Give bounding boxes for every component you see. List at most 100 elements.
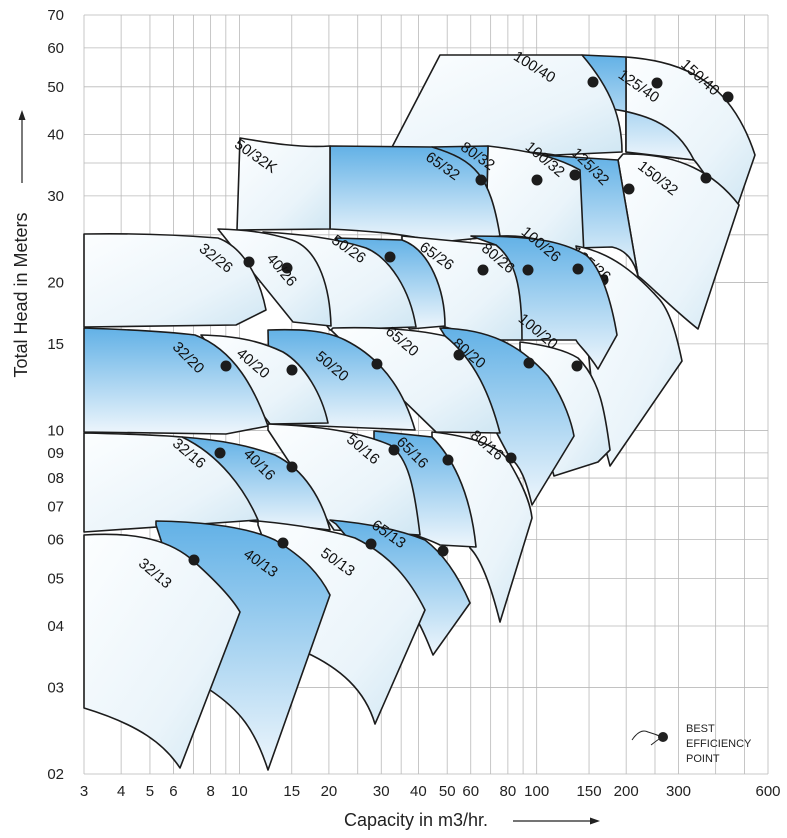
best-efficiency-point [569, 169, 581, 181]
y-tick-label: 09 [47, 445, 64, 462]
x-tick-label: 5 [146, 783, 154, 800]
y-tick-label: 04 [47, 618, 64, 635]
region-50-32k: 50/32K [231, 136, 331, 231]
region-65-20: 65/20 [330, 323, 501, 434]
region-shape [181, 436, 331, 531]
region-shape [236, 137, 331, 231]
region-40-26: 40/26 [217, 228, 332, 327]
x-tick-label: 30 [373, 783, 390, 800]
best-efficiency-point [651, 77, 663, 89]
legend-curve-icon [631, 730, 663, 746]
y-tick-label: 06 [47, 531, 64, 548]
best-efficiency-point [475, 174, 487, 186]
y-axis-title: Total Head in Meters [11, 212, 31, 377]
y-tick-label: 60 [47, 40, 64, 57]
y-tick-label: 03 [47, 679, 64, 696]
y-axis-arrow-head [18, 110, 26, 120]
x-tick-label: 3 [80, 783, 88, 800]
region-shape [83, 432, 259, 533]
best-efficiency-point [371, 358, 383, 370]
best-efficiency-point [365, 538, 377, 550]
y-tick-label: 15 [47, 336, 64, 353]
best-efficiency-point [722, 91, 734, 103]
best-efficiency-point [388, 444, 400, 456]
x-tick-label: 8 [206, 783, 214, 800]
best-efficiency-point [243, 256, 255, 268]
x-tick-label: 600 [755, 783, 780, 800]
region-shape [389, 54, 623, 156]
region-100-40: 100/40 [389, 48, 623, 156]
y-tick-label: 07 [47, 499, 64, 516]
region-150-32: 150/32 [617, 153, 740, 330]
x-tick-label: 80 [500, 783, 517, 800]
y-tick-label: 50 [47, 79, 64, 96]
best-efficiency-point [188, 554, 200, 566]
y-tick-label: 02 [47, 766, 64, 783]
legend: BEST EFFICIENCY POINT [631, 723, 752, 765]
performance-regions: 150/40125/40100/40150/32125/32100/3280/3… [83, 48, 756, 771]
x-tick-label: 10 [231, 783, 248, 800]
y-tick-label: 10 [47, 422, 64, 439]
region-32-26: 32/26 [83, 232, 267, 328]
best-efficiency-point [214, 447, 226, 459]
region-shape [401, 235, 523, 341]
region-32-20: 32/20 [83, 327, 269, 435]
best-efficiency-point [281, 262, 293, 274]
x-tick-label: 100 [524, 783, 549, 800]
region-shape [267, 423, 421, 536]
best-efficiency-point [220, 360, 232, 372]
x-tick-label: 4 [117, 783, 125, 800]
x-tick-label: 15 [283, 783, 300, 800]
y-tick-label: 05 [47, 570, 64, 587]
x-tick-label: 20 [321, 783, 338, 800]
region-shape [200, 334, 329, 425]
y-tick-label: 30 [47, 188, 64, 205]
y-axis-tick-labels: 02 03 04 05 06 07 08 09 10 15 20 30 40 50 60 70 [47, 7, 64, 783]
best-efficiency-point [522, 264, 534, 276]
y-tick-label: 20 [47, 274, 64, 291]
legend-line-2: EFFICIENCY [686, 738, 752, 750]
region-shape [625, 56, 756, 208]
x-tick-label: 50 [439, 783, 456, 800]
region-32-16: 32/16 [83, 432, 259, 533]
best-efficiency-point [571, 360, 583, 372]
x-tick-label: 300 [666, 783, 691, 800]
x-tick-label: 40 [410, 783, 427, 800]
best-efficiency-point [700, 172, 712, 184]
best-efficiency-point [437, 545, 449, 557]
best-efficiency-point [623, 183, 635, 195]
best-efficiency-point [286, 364, 298, 376]
x-tick-label: 60 [462, 783, 479, 800]
best-efficiency-point [384, 251, 396, 263]
best-efficiency-point [531, 174, 543, 186]
region-shape [617, 153, 740, 330]
x-axis-tick-labels: 3 4 5 6 8 10 15 20 30 40 50 60 80 100 150 200 300 600 [80, 783, 781, 800]
region-shape [83, 533, 241, 769]
legend-marker [658, 732, 668, 742]
region-shape [83, 232, 267, 328]
x-axis-title: Capacity in m3/hr. [344, 810, 488, 830]
best-efficiency-point [587, 76, 599, 88]
x-tick-label: 150 [577, 783, 602, 800]
region-65-32: 65/32 [329, 145, 501, 243]
best-efficiency-point [442, 454, 454, 466]
region-80-26: 80/26 [401, 235, 534, 341]
y-tick-label: 40 [47, 126, 64, 143]
region-32-13: 32/13 [83, 533, 241, 769]
region-50-16: 50/16 [267, 423, 421, 536]
x-axis-arrow-head [590, 817, 600, 825]
region-40-16: 40/16 [181, 436, 331, 531]
best-efficiency-point [477, 264, 489, 276]
best-efficiency-point [523, 357, 535, 369]
x-tick-label: 6 [169, 783, 177, 800]
x-tick-label: 200 [614, 783, 639, 800]
legend-line-1: BEST [686, 723, 715, 735]
region-shape [83, 327, 269, 435]
legend-line-3: POINT [686, 753, 720, 765]
y-tick-label: 08 [47, 470, 64, 487]
region-40-20: 40/20 [200, 334, 329, 425]
best-efficiency-point [505, 452, 517, 464]
best-efficiency-point [453, 349, 465, 361]
best-efficiency-point [572, 263, 584, 275]
